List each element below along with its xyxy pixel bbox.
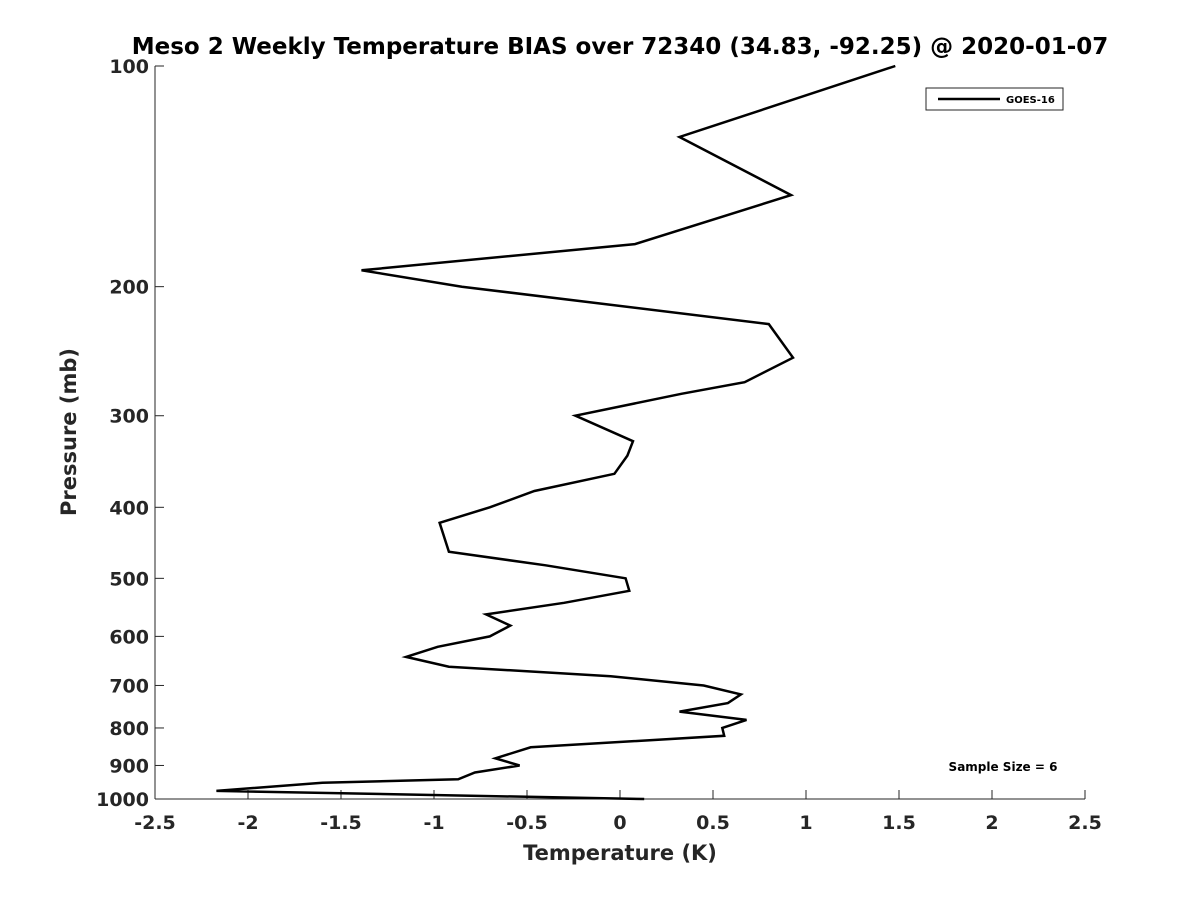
y-tick-label: 100 <box>109 56 149 78</box>
y-tick-label: 600 <box>109 626 149 648</box>
x-tick-label: -2.5 <box>134 812 176 834</box>
sample-size-annotation: Sample Size = 6 <box>949 760 1058 774</box>
y-axis-label: Pressure (mb) <box>57 348 81 516</box>
x-tick-label: 1.5 <box>882 812 916 834</box>
x-tick-label: 2 <box>985 812 998 834</box>
x-axis-label: Temperature (K) <box>523 841 717 865</box>
y-tick-label: 800 <box>109 718 149 740</box>
y-axis-ticks: 100 200 300 400 500 600 700 800 900 1000 <box>96 56 164 811</box>
x-tick-label: 2.5 <box>1068 812 1102 834</box>
x-tick-label: -2 <box>237 812 258 834</box>
chart-title: Meso 2 Weekly Temperature BIAS over 7234… <box>132 34 1109 60</box>
x-axis-ticks: -2.5 -2 -1.5 -1 -0.5 0 0.5 1 1.5 2 2.5 <box>134 790 1102 834</box>
y-tick-label: 1000 <box>96 789 149 811</box>
legend-label: GOES-16 <box>1006 95 1055 106</box>
x-tick-label: 0.5 <box>696 812 730 834</box>
series-line-goes-16 <box>216 64 896 801</box>
y-tick-label: 900 <box>109 755 149 777</box>
y-tick-label: 400 <box>109 497 149 519</box>
y-tick-label: 200 <box>109 277 149 299</box>
legend: GOES-16 <box>925 87 1064 111</box>
y-tick-label: 700 <box>109 675 149 697</box>
x-tick-label: -1.5 <box>320 812 362 834</box>
x-tick-label: 0 <box>613 812 626 834</box>
y-tick-label: 500 <box>109 568 149 590</box>
x-tick-label: 1 <box>799 812 812 834</box>
x-tick-label: -1 <box>423 812 444 834</box>
y-tick-label: 300 <box>109 406 149 428</box>
x-tick-label: -0.5 <box>506 812 548 834</box>
plot-axes <box>154 66 1085 800</box>
